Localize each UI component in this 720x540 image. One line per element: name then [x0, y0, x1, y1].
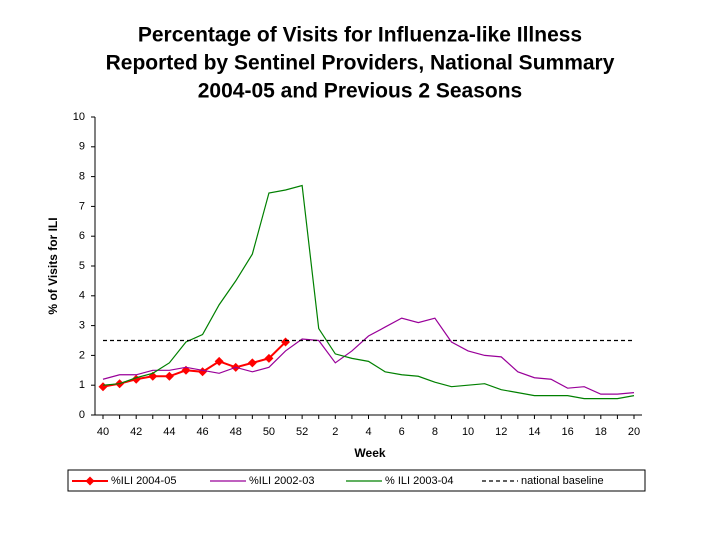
x-tick-label: 4	[365, 426, 371, 438]
point-marker	[98, 382, 108, 392]
x-tick-label: 10	[462, 426, 474, 438]
x-tick-label: 16	[562, 426, 574, 438]
y-tick-label: 5	[79, 260, 85, 272]
series-line	[102, 184, 635, 400]
x-tick-label: 52	[296, 426, 308, 438]
point-marker	[264, 353, 274, 363]
series-line	[102, 317, 635, 395]
y-tick-label: 10	[73, 111, 85, 123]
legend-label: national baseline	[521, 475, 604, 487]
y-tick-label: 3	[79, 320, 85, 332]
y-tick-label: 4	[79, 290, 85, 302]
y-tick-label: 1	[79, 379, 85, 391]
x-tick-label: 50	[263, 426, 275, 438]
x-tick-label: 20	[628, 426, 640, 438]
legend-marker	[85, 476, 95, 486]
point-marker	[247, 358, 257, 368]
legend-label: %ILI 2002-03	[249, 475, 314, 487]
y-tick-label: 0	[79, 409, 85, 421]
point-marker	[281, 337, 291, 347]
x-tick-label: 18	[595, 426, 607, 438]
x-tick-label: 12	[495, 426, 507, 438]
y-axis-label: % of Visits for ILI	[46, 217, 60, 314]
x-tick-label: 14	[528, 426, 540, 438]
legend-label: %ILI 2004-05	[111, 475, 176, 487]
y-tick-label: 9	[79, 141, 85, 153]
y-tick-label: 7	[79, 200, 85, 212]
chart-title: Reported by Sentinel Providers, National…	[106, 52, 615, 75]
point-marker	[164, 371, 174, 381]
x-tick-label: 2	[332, 426, 338, 438]
x-tick-label: 8	[432, 426, 438, 438]
x-tick-label: 42	[130, 426, 142, 438]
point-marker	[214, 356, 224, 366]
x-axis-label: Week	[354, 446, 385, 460]
chart-title: 2004-05 and Previous 2 Seasons	[198, 80, 523, 103]
y-tick-label: 8	[79, 171, 85, 183]
x-tick-label: 48	[230, 426, 242, 438]
chart-title: Percentage of Visits for Influenza-like …	[138, 24, 582, 47]
y-tick-label: 2	[79, 349, 85, 361]
legend-label: % ILI 2003-04	[385, 475, 454, 487]
y-tick-label: 6	[79, 230, 85, 242]
x-tick-label: 44	[163, 426, 175, 438]
x-tick-label: 6	[399, 426, 405, 438]
x-tick-label: 40	[97, 426, 109, 438]
x-tick-label: 46	[196, 426, 208, 438]
